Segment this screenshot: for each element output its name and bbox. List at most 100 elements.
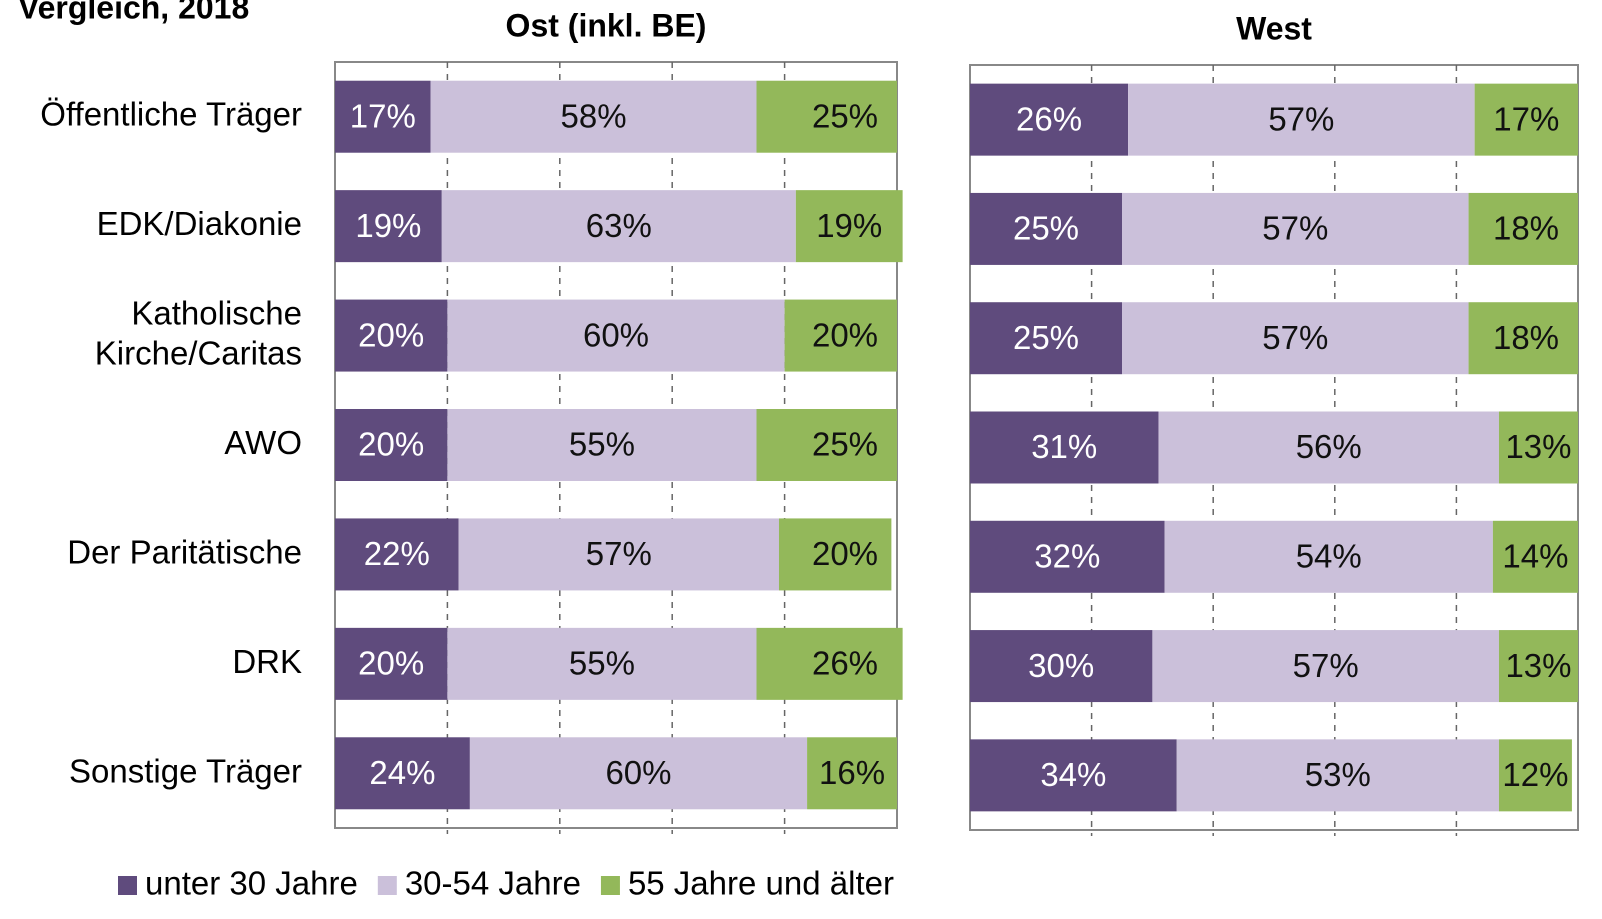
legend-swatch [118, 876, 137, 895]
data-label: 20% [812, 316, 878, 353]
bar-segment [335, 190, 442, 263]
bar-segment [1158, 411, 1499, 484]
data-label: 20% [358, 645, 424, 682]
bar-segment [970, 83, 1129, 156]
bar-segment [970, 411, 1159, 484]
data-label: 20% [358, 316, 424, 353]
bar-segment [795, 190, 903, 263]
bar-segment [458, 518, 779, 591]
data-label: 22% [364, 535, 430, 572]
data-label: 19% [355, 207, 421, 244]
data-label: 57% [586, 535, 652, 572]
page-title: Vergleich, 2018 [18, 0, 249, 25]
category-label: EDK/Diakonie [97, 205, 302, 242]
legend-swatch [600, 876, 620, 895]
legend-label: unter 30 Jahre [145, 865, 358, 902]
bar-segment [970, 192, 1122, 265]
data-label: 20% [812, 535, 878, 572]
data-label: 20% [358, 426, 424, 463]
data-label: 25% [812, 426, 878, 463]
bar-segment [1498, 739, 1572, 812]
data-label: 25% [1013, 319, 1079, 356]
bar-segment [1468, 302, 1578, 375]
data-label: 25% [1013, 210, 1079, 247]
bar-segment [1164, 520, 1493, 593]
data-label: 18% [1493, 319, 1559, 356]
data-label: 32% [1034, 538, 1100, 575]
data-label: 16% [819, 754, 885, 791]
bar-segment [970, 302, 1122, 375]
bar-segment [447, 299, 785, 372]
bar-segment [1122, 302, 1469, 375]
data-label: 14% [1502, 538, 1568, 575]
data-label: 30% [1028, 647, 1094, 684]
bar-segment [970, 520, 1165, 593]
data-label: 60% [605, 754, 671, 791]
bar-segment [335, 299, 448, 372]
bar-segment [1152, 630, 1499, 703]
data-label: 26% [1016, 100, 1082, 137]
data-label: 26% [812, 645, 878, 682]
bar-segment [447, 627, 757, 700]
data-label: 58% [560, 97, 626, 134]
bar-segment [756, 409, 897, 481]
bar-segment [756, 627, 903, 700]
bar-segment [807, 737, 897, 810]
bar-segment [447, 409, 757, 481]
data-label: 63% [586, 207, 652, 244]
data-label: 25% [812, 97, 878, 134]
data-label: 13% [1505, 428, 1571, 465]
category-label: Der Paritätische [67, 533, 302, 570]
legend-label: 30-54 Jahre [405, 865, 581, 902]
bar-segment [1128, 83, 1475, 156]
bar-segment [1176, 739, 1499, 812]
data-label: 53% [1305, 756, 1371, 793]
legend-swatch [377, 876, 397, 895]
bar-segment [1492, 520, 1578, 593]
bar-segment [430, 80, 757, 153]
panel-title: West [1236, 10, 1312, 46]
panel-title: Ost (inkl. BE) [506, 7, 707, 43]
data-label: 17% [1493, 100, 1559, 137]
bar-segment [1122, 192, 1469, 265]
bar-segment [778, 518, 892, 591]
data-label: 17% [350, 97, 416, 134]
data-label: 56% [1296, 428, 1362, 465]
bar-segment [1498, 411, 1578, 484]
data-label: 12% [1502, 756, 1568, 793]
data-label: 31% [1031, 428, 1097, 465]
category-label: DRK [232, 643, 302, 680]
bar-segment [970, 630, 1153, 703]
category-label: Katholische Kirche/Caritas [95, 294, 302, 371]
bar-segment [469, 737, 808, 810]
data-label: 57% [1262, 210, 1328, 247]
data-label: 18% [1493, 210, 1559, 247]
data-label: 57% [1293, 647, 1359, 684]
category-label: AWO [224, 424, 302, 461]
bar-segment [1468, 192, 1578, 265]
data-label: 60% [583, 316, 649, 353]
category-label: Öffentliche Träger [40, 95, 302, 132]
bar-segment [335, 518, 459, 591]
bar-segment [335, 409, 448, 481]
data-label: 24% [369, 754, 435, 791]
bar-segment [335, 627, 448, 700]
bar-segment [970, 739, 1177, 812]
bar-segment [756, 80, 897, 153]
bar-segment [335, 737, 470, 810]
data-label: 13% [1505, 647, 1571, 684]
data-label: 57% [1268, 100, 1334, 137]
bar-segment [784, 299, 897, 372]
data-label: 55% [569, 426, 635, 463]
data-label: 55% [569, 645, 635, 682]
bar-segment [441, 190, 796, 263]
category-label: Sonstige Träger [69, 752, 302, 789]
bar-segment [1498, 630, 1578, 703]
data-label: 34% [1040, 756, 1106, 793]
data-label: 57% [1262, 319, 1328, 356]
bar-segment [335, 80, 431, 153]
data-label: 19% [816, 207, 882, 244]
legend-label: 55 Jahre und älter [628, 865, 894, 902]
bar-segment [1474, 83, 1578, 156]
